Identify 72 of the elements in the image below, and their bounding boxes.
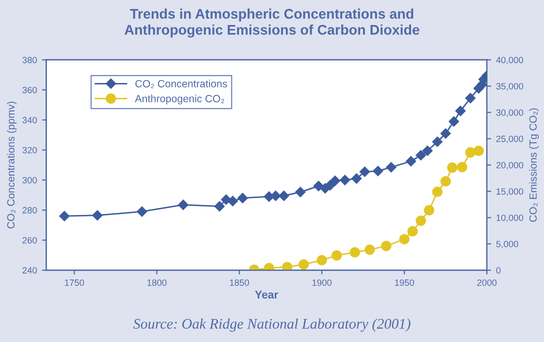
point bbox=[456, 162, 468, 172]
point bbox=[416, 216, 426, 226]
point bbox=[351, 173, 362, 184]
point bbox=[447, 162, 458, 173]
x-tick-label: 1800 bbox=[147, 279, 166, 286]
point bbox=[448, 116, 459, 127]
legend-label: Anthropogenic CO₂ bbox=[134, 94, 224, 104]
point bbox=[406, 156, 416, 166]
point bbox=[399, 234, 410, 244]
point bbox=[440, 128, 451, 139]
point bbox=[386, 162, 396, 172]
x-tick-label: 1850 bbox=[230, 279, 250, 286]
point bbox=[372, 166, 384, 176]
point bbox=[432, 136, 442, 147]
point bbox=[295, 186, 306, 198]
source-note: Source: Oak Ridge National Laboratory (2001) bbox=[133, 318, 410, 332]
point bbox=[278, 190, 290, 201]
x-tick-label: 1900 bbox=[312, 279, 332, 286]
point bbox=[455, 106, 466, 116]
y2-tick-label: 20,000 bbox=[496, 162, 524, 170]
point bbox=[407, 226, 418, 236]
point bbox=[324, 180, 336, 190]
point bbox=[316, 254, 328, 266]
y-tick-label: 280 bbox=[22, 207, 37, 214]
y-tick-label: 320 bbox=[22, 146, 37, 154]
point bbox=[136, 206, 148, 217]
y2-tick-label: 25,000 bbox=[496, 136, 524, 144]
chart-title: Trends in Atmospheric Concentrations and Anthropogenic Emissions of Carbon Dioxide bbox=[124, 8, 420, 38]
point bbox=[381, 240, 392, 252]
point bbox=[282, 262, 292, 270]
y-tick-label: 300 bbox=[22, 177, 37, 184]
y2-tick-label: 15,000 bbox=[496, 188, 524, 196]
point bbox=[270, 190, 281, 201]
point bbox=[59, 210, 70, 222]
point bbox=[330, 176, 340, 186]
y2-tick-label: 10,000 bbox=[496, 214, 524, 222]
point bbox=[465, 147, 476, 158]
point bbox=[92, 210, 103, 220]
point bbox=[298, 259, 309, 270]
y2-tick-label: 40,000 bbox=[496, 56, 524, 64]
point bbox=[422, 146, 433, 156]
y-axis-title: CO₂ Concentrations (ppmv) bbox=[6, 102, 17, 228]
x-axis-title: Year bbox=[255, 290, 278, 299]
point bbox=[360, 166, 370, 177]
y2-tick-label: 30,000 bbox=[496, 109, 524, 117]
point bbox=[440, 176, 451, 187]
point bbox=[465, 93, 476, 104]
y-tick-label: 380 bbox=[22, 56, 37, 64]
point bbox=[340, 174, 350, 186]
point bbox=[364, 244, 375, 255]
y-tick-label: 360 bbox=[22, 86, 37, 94]
y2-tick-label: 5,000 bbox=[496, 240, 518, 248]
y2-tick-label: 0 bbox=[496, 267, 501, 274]
y-tick-label: 340 bbox=[22, 116, 37, 124]
point bbox=[214, 201, 225, 212]
point bbox=[416, 150, 426, 160]
point bbox=[350, 247, 360, 258]
y-tick-label: 240 bbox=[22, 267, 37, 274]
y-tick-label: 260 bbox=[22, 237, 37, 244]
x-tick-label: 1950 bbox=[395, 279, 414, 286]
x-tick-label: 2000 bbox=[477, 279, 497, 286]
point bbox=[238, 192, 248, 204]
point bbox=[331, 250, 342, 261]
point bbox=[424, 205, 434, 216]
y2-tick-label: 35,000 bbox=[496, 83, 524, 91]
point bbox=[432, 186, 443, 198]
point bbox=[178, 200, 188, 210]
point bbox=[473, 146, 484, 156]
y2-axis-title: CO₂ Emissions (Tg CO₂) bbox=[529, 108, 539, 222]
legend-label: CO₂ Concentrations bbox=[135, 80, 228, 88]
x-tick-label: 1750 bbox=[64, 279, 84, 286]
point bbox=[228, 196, 238, 206]
